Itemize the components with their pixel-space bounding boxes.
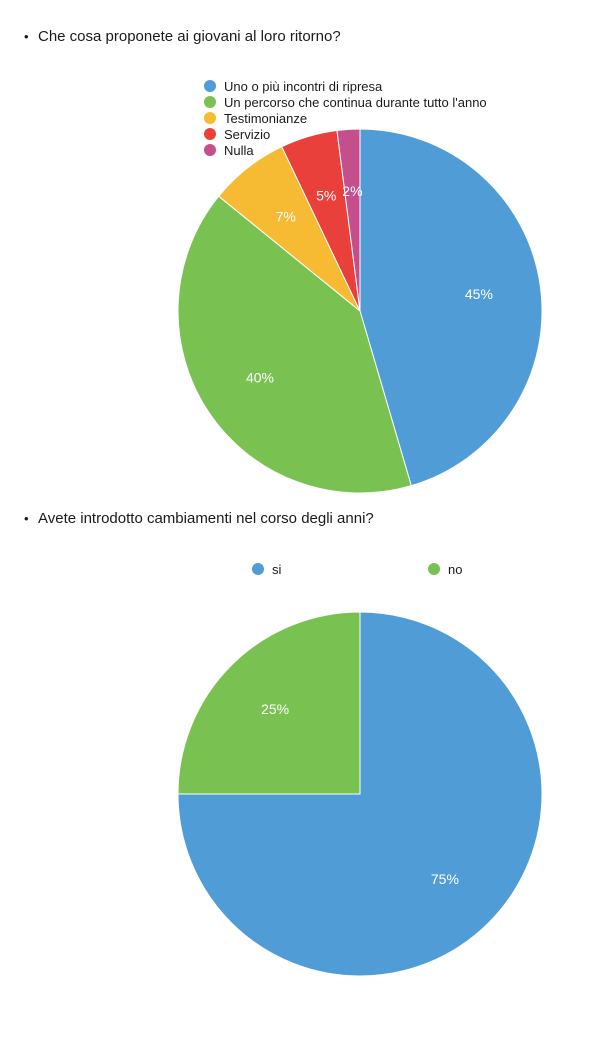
pie2-label-si: 75% xyxy=(431,871,459,887)
pie2-legend-label-no: no xyxy=(448,562,462,577)
pie2-legend-label-si: si xyxy=(272,562,282,577)
pie1-label-testimonianze: 7% xyxy=(276,209,296,225)
bullet-1: • xyxy=(24,29,29,44)
question-2: • Avete introdotto cambiamenti nel corso … xyxy=(24,510,374,527)
question-2-text: Avete introdotto cambiamenti nel corso d… xyxy=(38,510,374,527)
pie2-label-no: 25% xyxy=(261,701,289,717)
pie1-slice-uno-o-pi-incontri-di-ripresa xyxy=(359,128,543,487)
question-1-text: Che cosa proponete ai giovani al loro ri… xyxy=(38,28,341,45)
pie1-legend-label-servizio: Servizio xyxy=(224,127,270,142)
pie1-label-servizio: 5% xyxy=(316,188,336,204)
pie1-legend-swatch-testimonianze xyxy=(204,112,216,124)
question-1: • Che cosa proponete ai giovani al loro r… xyxy=(24,28,341,45)
pie1-slice-un-percorso-che-continua-durante-tutto-l-anno xyxy=(177,195,412,494)
pie1-legend-swatch-nulla xyxy=(204,144,216,156)
pie1-legend-label-un-percorso-che-continua-durante-tutto-l-anno: Un percorso che continua durante tutto l… xyxy=(224,95,487,110)
pie1-legend-swatch-uno-o-pi-incontri-di-ripresa xyxy=(204,80,216,92)
pie1-legend-swatch-un-percorso-che-continua-durante-tutto-l-anno xyxy=(204,96,216,108)
pie1-slice-nulla xyxy=(336,128,361,312)
bullet-2: • xyxy=(24,511,29,526)
pie2-slice-si xyxy=(177,611,543,977)
pie1-label-nulla: 2% xyxy=(342,183,362,199)
pie1-legend-label-nulla: Nulla xyxy=(224,143,254,158)
pie1-legend-label-uno-o-pi-incontri-di-ripresa: Uno o più incontri di ripresa xyxy=(224,79,383,94)
pie2-legend-swatch-si xyxy=(252,563,264,575)
pie1-legend-label-testimonianze: Testimonianze xyxy=(224,111,307,126)
pie1-legend-swatch-servizio xyxy=(204,128,216,140)
pie1-label-uno-o-pi-incontri-di-ripresa: 45% xyxy=(465,286,493,302)
pie2-legend-swatch-no xyxy=(428,563,440,575)
pie1-label-un-percorso-che-continua-durante-tutto-l-anno: 40% xyxy=(246,370,274,386)
pie2-slice-no xyxy=(177,611,361,795)
